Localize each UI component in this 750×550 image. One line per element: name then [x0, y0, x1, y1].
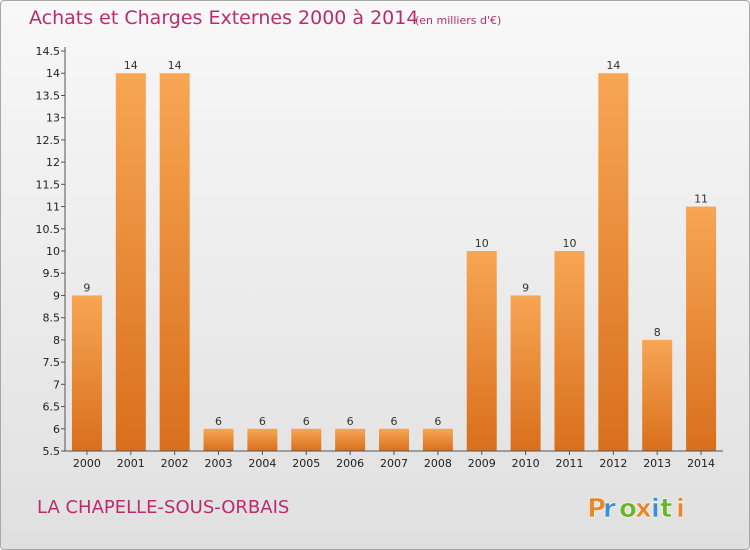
bar-2009 [466, 251, 497, 451]
bar-value-label: 6 [259, 415, 266, 428]
y-tick-label: 11.5 [36, 178, 61, 191]
bar-2008 [422, 428, 453, 451]
x-tick-label: 2001 [117, 457, 145, 470]
bar-value-label: 14 [168, 59, 182, 72]
bar-2013 [642, 339, 673, 451]
logo-letter: o [619, 494, 637, 524]
bar-value-label: 10 [475, 237, 489, 250]
bar-2012 [598, 73, 629, 451]
x-tick-label: 2010 [512, 457, 540, 470]
y-tick-label: 9 [53, 289, 60, 302]
y-tick-label: 12.5 [36, 134, 61, 147]
x-tick-label: 2011 [555, 457, 583, 470]
bar-2011 [554, 251, 585, 451]
logo-letter: t [660, 494, 672, 524]
x-tick-label: 2005 [292, 457, 320, 470]
x-tick-label: 2012 [599, 457, 627, 470]
commune-name: LA CHAPELLE-SOUS-ORBAIS [37, 497, 290, 518]
x-tick-label: 2003 [205, 457, 233, 470]
bar-value-label: 9 [83, 281, 90, 294]
bar-value-label: 14 [124, 59, 138, 72]
bars: 9 14 14 6 6 6 6 6 6 10 9 10 14 8 11 [71, 59, 717, 451]
bar-2000 [71, 295, 102, 451]
y-tick-label: 10 [46, 245, 60, 258]
bar-value-label: 8 [654, 326, 661, 339]
y-tick-label: 14 [46, 67, 60, 80]
y-axis: 5.5 6 6.5 7 7.5 8 8.5 9 9.5 10 10.5 11 11.5 12 12.5 13 1… [36, 45, 66, 458]
logo-letter: i [676, 494, 685, 524]
x-tick-label: 2014 [687, 457, 715, 470]
y-tick-label: 11 [46, 201, 60, 214]
y-tick-label: 13.5 [36, 89, 61, 102]
y-tick-label: 14.5 [36, 45, 61, 58]
bar-value-label: 6 [303, 415, 310, 428]
bar-2010 [510, 295, 541, 451]
chart-unit: (en milliers d'€) [415, 14, 502, 27]
x-tick-label: 2009 [468, 457, 496, 470]
x-tick-label: 2013 [643, 457, 671, 470]
y-tick-label: 12 [46, 156, 60, 169]
y-tick-label: 6.5 [43, 401, 61, 414]
x-tick-label: 2000 [73, 457, 101, 470]
proxiti-logo: Pr ox i t i [587, 494, 686, 525]
bar-value-label: 6 [347, 415, 354, 428]
x-tick-label: 2004 [248, 457, 276, 470]
chart-title: Achats et Charges Externes 2000 à 2014 [29, 7, 419, 29]
logo-letter: P [587, 494, 606, 524]
y-tick-label: 8 [53, 334, 60, 347]
x-tick-label: 2002 [161, 457, 189, 470]
x-tick-label: 2008 [424, 457, 452, 470]
bar-2007 [379, 428, 409, 451]
y-tick-label: 5.5 [43, 445, 61, 458]
logo-letter: i [651, 494, 660, 524]
y-tick-label: 7 [53, 378, 60, 391]
bar-value-label: 6 [434, 415, 441, 428]
x-axis: 2000 2001 2002 2003 2004 2005 2006 2007 2008 2009… [65, 450, 723, 470]
y-tick-label: 8.5 [43, 312, 61, 325]
bar-value-label: 9 [522, 281, 529, 294]
y-tick-label: 9.5 [43, 267, 61, 280]
y-tick-label: 13 [46, 112, 60, 125]
bar-2003 [203, 428, 234, 451]
bar-2004 [247, 428, 278, 451]
bar-value-label: 6 [215, 415, 222, 428]
bar-value-label: 6 [391, 415, 398, 428]
bar-value-label: 11 [694, 193, 708, 206]
logo-letter: x [635, 494, 652, 524]
x-tick-label: 2007 [380, 457, 408, 470]
bar-2001 [115, 73, 146, 451]
bar-2014 [686, 206, 717, 451]
logo-letter: r [603, 494, 616, 524]
bar-2006 [335, 428, 366, 451]
y-tick-label: 7.5 [43, 356, 61, 369]
bar-value-label: 10 [562, 237, 576, 250]
bar-2005 [291, 428, 322, 451]
bar-2002 [159, 73, 190, 451]
x-tick-label: 2006 [336, 457, 364, 470]
y-tick-label: 10.5 [36, 223, 61, 236]
y-tick-label: 6 [53, 423, 60, 436]
bar-value-label: 14 [606, 59, 620, 72]
